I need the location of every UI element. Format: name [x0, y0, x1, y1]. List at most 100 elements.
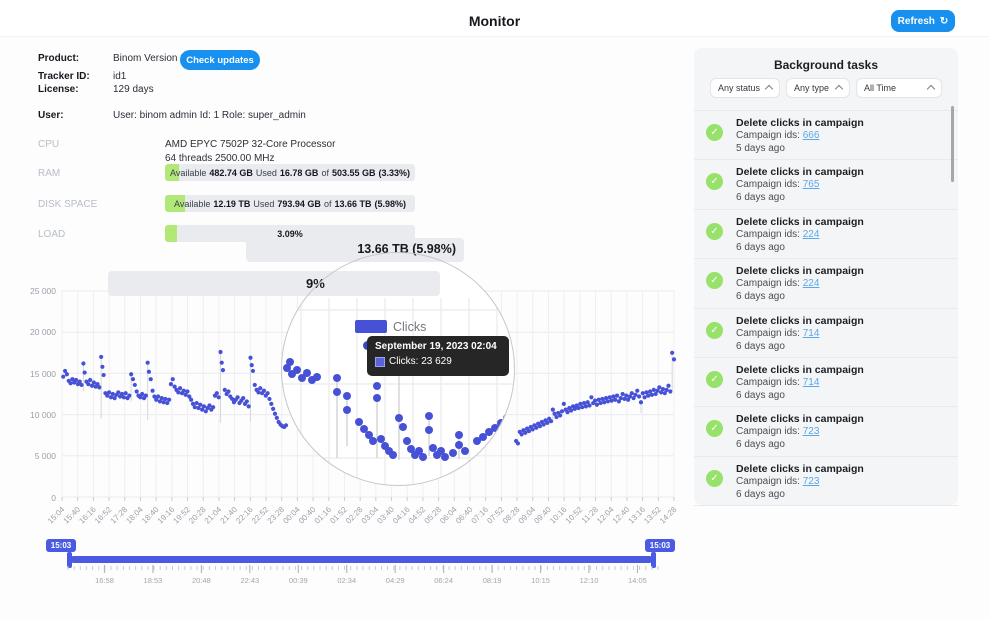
campaign-id-link[interactable]: 723 [802, 475, 820, 487]
tooltip-series-swatch [375, 356, 385, 367]
lens-scatter-point [355, 418, 363, 426]
lens-scatter-point [343, 406, 351, 414]
slider-left-handle[interactable] [67, 552, 72, 568]
scatter-point [626, 397, 631, 402]
time-range-track[interactable] [70, 556, 653, 563]
scatter-point [627, 394, 633, 399]
scatter-point [246, 404, 251, 409]
task-title: Delete clicks in campaign [736, 166, 864, 179]
scatter-point [629, 391, 634, 396]
y-tick-20000: 20 000 [30, 327, 56, 337]
task-item: ✓ Delete clicks in campaign Campaign ids: … [694, 259, 958, 309]
type-filter-dropdown[interactable]: Any type [786, 78, 850, 98]
task-timestamp: 6 days ago [736, 439, 785, 451]
lens-scatter-point [343, 392, 351, 400]
scatter-point [558, 413, 563, 418]
campaign-id-link[interactable]: 224 [802, 228, 820, 240]
license-value: 129 days [113, 84, 154, 95]
task-timestamp: 6 days ago [736, 389, 785, 401]
ruler-label: 06:24 [434, 576, 453, 585]
lens-scatter-point [313, 373, 321, 381]
disk-bar-fill [165, 195, 185, 212]
scatter-point [88, 377, 93, 383]
scatter-point [250, 368, 256, 374]
tasks-scrollbar[interactable] [951, 106, 954, 182]
scatter-point [108, 395, 114, 400]
scatter-point [648, 389, 653, 394]
scatter-point [272, 411, 278, 416]
lens-scatter-point [303, 369, 311, 377]
refresh-button[interactable]: Refresh ↻ [891, 10, 955, 32]
task-title: Delete clicks in campaign [736, 117, 864, 129]
scatter-point [91, 380, 96, 385]
scatter-point [541, 422, 546, 427]
scatter-point [256, 390, 261, 395]
status-filter-dropdown[interactable]: Any status [710, 78, 780, 98]
scatter-point [89, 383, 95, 388]
scatter-point [283, 423, 289, 428]
ruler-label: 20:48 [192, 576, 211, 585]
disk-bar-text: Available 12.19 TB Used 793.94 GB of 13.66 … [173, 198, 406, 209]
legend-label-clicks[interactable]: Clicks [393, 320, 427, 334]
campaign-id-link[interactable]: 714 [802, 376, 820, 388]
scatter-point [653, 391, 658, 397]
ruler-label: 16:58 [95, 576, 114, 585]
slider-right-handle[interactable] [651, 552, 656, 568]
scatter-point [101, 372, 106, 378]
task-title: Delete clicks in campaign [736, 462, 864, 475]
scatter-point [265, 391, 270, 396]
scatter-point [100, 364, 105, 369]
scatter-point [121, 395, 126, 400]
scatter-point [70, 377, 75, 382]
campaign-id-link[interactable]: 765 [802, 179, 820, 191]
scatter-point [192, 405, 197, 410]
scatter-point [622, 396, 627, 402]
scatter-point [637, 394, 642, 399]
scatter-point [616, 399, 622, 404]
y-tick-25000: 25 000 [30, 286, 56, 296]
task-item: ✓ Delete clicks in campaign Campaign ids: … [694, 309, 958, 358]
task-success-check-icon: ✓ [706, 173, 723, 191]
scatter-point [642, 395, 647, 400]
scatter-point [79, 382, 84, 388]
scatter-point [200, 407, 205, 412]
scatter-point [537, 424, 543, 429]
scatter-point [607, 395, 612, 400]
scatter-point [594, 402, 599, 407]
background-tasks-panel: Background tasks Any status Any type All… [694, 48, 958, 506]
slider-left-badge[interactable]: 15:03 [46, 539, 76, 552]
magnified-load-bar: 9% [108, 271, 440, 296]
scatter-point [609, 398, 614, 403]
task-success-check-icon: ✓ [706, 321, 723, 339]
scatter-point [95, 382, 100, 387]
task-success-check-icon: ✓ [706, 469, 723, 487]
time-filter-dropdown[interactable]: All Time [856, 78, 942, 98]
scatter-point [146, 369, 152, 374]
campaign-id-link[interactable]: 723 [802, 426, 820, 438]
lens-scatter-point [449, 449, 457, 457]
scatter-point [596, 397, 601, 402]
campaign-id-link[interactable]: 666 [802, 130, 820, 141]
scatter-point [589, 395, 594, 400]
lens-scatter-point [455, 441, 463, 449]
scatter-point [219, 360, 224, 365]
check-updates-button[interactable]: Check updates [180, 50, 260, 70]
scatter-point [154, 397, 159, 402]
lens-scatter-point [389, 451, 397, 459]
scatter-point [222, 387, 227, 392]
lens-scatter-point [333, 388, 341, 396]
scatter-point [552, 411, 557, 416]
lens-scatter-point [437, 447, 445, 455]
task-title: Delete clicks in campaign [736, 314, 864, 327]
scatter-point [86, 382, 91, 387]
slider-right-badge[interactable]: 15:03 [645, 539, 675, 552]
campaign-id-link[interactable]: 714 [802, 327, 820, 339]
scatter-point [651, 387, 656, 392]
scatter-point [620, 391, 625, 397]
ruler-label: 18:53 [144, 576, 163, 585]
scatter-point [666, 383, 671, 388]
campaign-id-link[interactable]: 224 [802, 278, 820, 290]
ruler-label: 22:43 [240, 576, 259, 585]
scatter-point [187, 394, 192, 399]
scatter-point [203, 409, 208, 414]
